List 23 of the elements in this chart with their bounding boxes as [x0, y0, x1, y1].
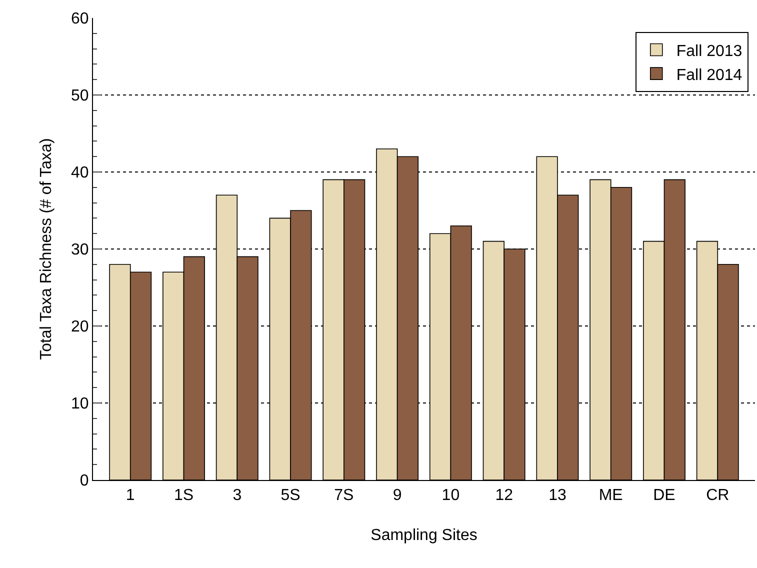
x-tick-label: CR — [706, 487, 730, 504]
y-tick-label: 20 — [71, 318, 89, 336]
x-tick-label: 7S — [334, 487, 354, 504]
y-axis-title: Total Taxa Richness (# of Taxa) — [38, 138, 55, 360]
x-axis-title: Sampling Sites — [370, 526, 478, 544]
x-tick-label: DE — [653, 487, 676, 504]
y-tick-label: 0 — [80, 472, 89, 490]
x-tick-label: 1S — [174, 487, 194, 504]
x-tick-label: ME — [598, 487, 623, 504]
legend-label: Fall 2013 — [676, 43, 742, 60]
x-tick-label: 3 — [232, 487, 242, 504]
x-tick-label: 12 — [495, 487, 514, 504]
legend-label: Fall 2014 — [676, 66, 742, 84]
x-tick-label: 10 — [442, 487, 460, 504]
y-tick-label: 50 — [71, 88, 89, 105]
x-tick-label: 13 — [548, 487, 566, 504]
x-tick-label: 5S — [280, 487, 300, 504]
y-tick-label: 30 — [71, 242, 89, 259]
y-tick-label: 40 — [71, 164, 89, 182]
x-tick-label: 9 — [392, 487, 402, 504]
y-tick-label: 10 — [71, 396, 89, 413]
x-tick-label: 1 — [126, 487, 135, 504]
y-tick-label: 60 — [71, 10, 89, 28]
